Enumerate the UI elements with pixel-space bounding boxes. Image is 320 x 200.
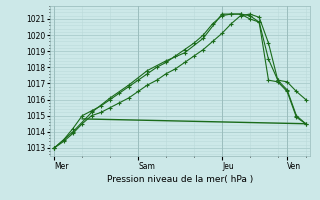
X-axis label: Pression niveau de la mer( hPa ): Pression niveau de la mer( hPa ) — [107, 175, 253, 184]
